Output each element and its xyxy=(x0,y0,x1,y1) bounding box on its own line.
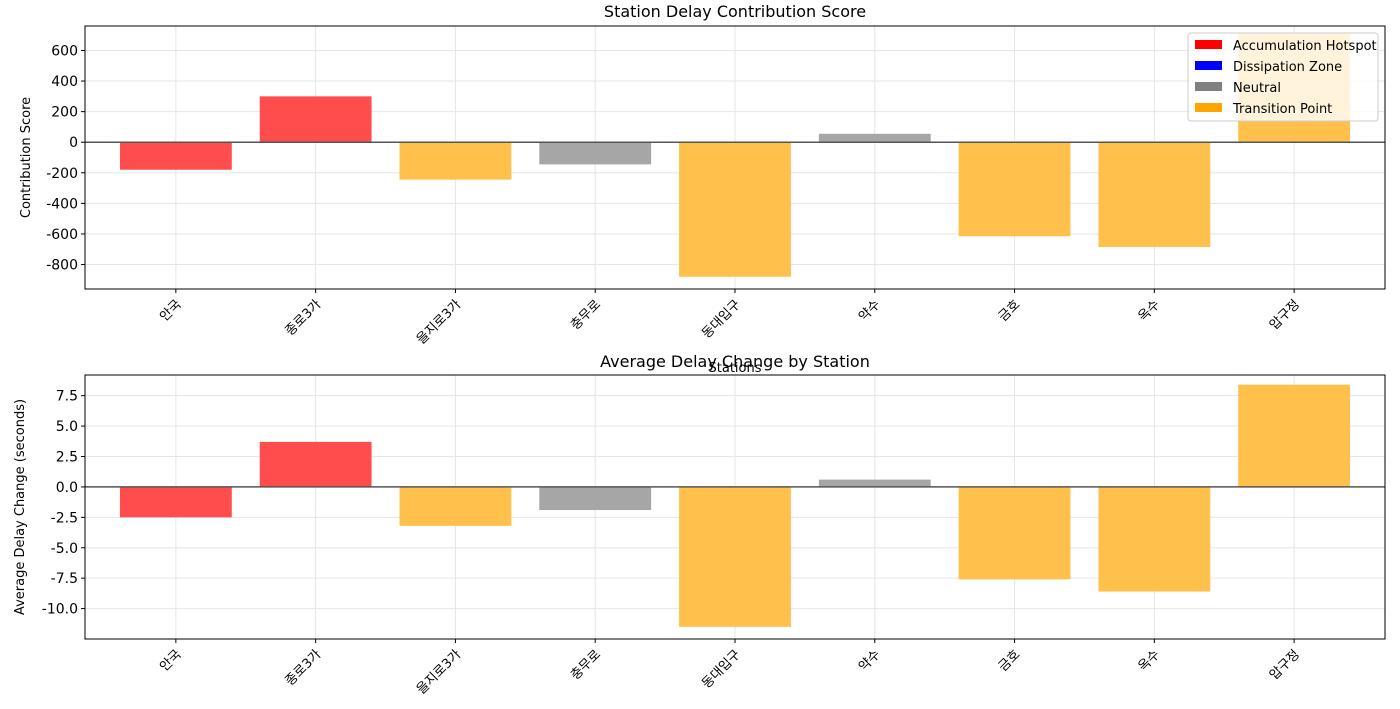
bar-7 xyxy=(958,142,1071,237)
legend-swatch xyxy=(1195,82,1222,91)
chart-panel-1: 600 400 200 0 -200 -400 -600 -800 안국 종로3가 을지로3가 충무로… xyxy=(19,2,1386,376)
x-tick-label: 약수 xyxy=(856,297,884,325)
bar-8 xyxy=(1098,486,1211,592)
y-tick-label: 200 xyxy=(51,105,78,121)
bar-5 xyxy=(679,486,791,627)
y-tick-label: -400 xyxy=(46,196,78,212)
x-tick-label: 옥수 xyxy=(1136,647,1164,675)
bar-9 xyxy=(1238,384,1351,487)
legend-label: Dissipation Zone xyxy=(1233,60,1342,75)
y-tick-label: -7.5 xyxy=(51,571,78,587)
legend-label: Transition Point xyxy=(1232,102,1332,117)
y-tick-label: 0 xyxy=(69,135,78,151)
legend-label: Neutral xyxy=(1233,81,1281,96)
y-tick-label: 600 xyxy=(51,43,78,59)
x-tick-label: 약수 xyxy=(856,647,884,675)
bar-4 xyxy=(539,142,652,165)
bar-4 xyxy=(539,486,652,511)
x-axis-label: Stations xyxy=(709,361,762,376)
bar-6 xyxy=(818,133,931,143)
bar-5 xyxy=(679,142,791,277)
bar-1 xyxy=(119,142,232,170)
y-tick-label: 2.5 xyxy=(56,450,78,466)
bar-3 xyxy=(399,142,512,180)
x-tick-label: 압구정 xyxy=(1267,647,1303,683)
bar-1 xyxy=(119,486,232,518)
chart-panel-2: 7.5 5.0 2.5 0.0 -2.5 -5.0 -7.5 -10.0 안국 종로3가 을지로3가… xyxy=(13,352,1386,698)
x-tick-label: 압구정 xyxy=(1267,297,1303,333)
y-axis-label: Contribution Score xyxy=(19,97,34,218)
y-tick-label: -5.0 xyxy=(51,541,78,557)
legend-swatch xyxy=(1195,40,1222,49)
y-tick-label: 5.0 xyxy=(56,419,78,435)
y-axis-label: Average Delay Change (seconds) xyxy=(13,399,28,615)
y-tick-label: -800 xyxy=(46,258,78,274)
bar-6 xyxy=(818,479,931,487)
legend: Accumulation Hotspot Dissipation Zone Neut… xyxy=(1187,32,1379,122)
chart-title: Average Delay Change by Station xyxy=(600,352,870,371)
bar-2 xyxy=(259,96,372,143)
x-tick-label: 충무로 xyxy=(568,647,604,683)
chart-title: Station Delay Contribution Score xyxy=(604,2,866,21)
x-tick-label: 동대입구 xyxy=(699,297,743,341)
x-tick-label: 안국 xyxy=(157,297,185,325)
bar-7 xyxy=(958,486,1071,580)
y-tick-label: 0.0 xyxy=(56,480,78,496)
x-tick-label: 종로3가 xyxy=(283,297,325,339)
y-tick-label: -2.5 xyxy=(51,510,78,526)
y-tick-label: -200 xyxy=(46,166,78,182)
legend-label: Accumulation Hotspot xyxy=(1233,39,1377,54)
x-tick-label: 금호 xyxy=(996,297,1024,325)
legend-box xyxy=(1187,32,1379,122)
x-tick-label: 옥수 xyxy=(1136,297,1164,325)
x-tick-label: 안국 xyxy=(157,647,185,675)
x-tick-label: 충무로 xyxy=(568,297,604,333)
legend-swatch xyxy=(1195,103,1222,112)
x-tick-label: 을지로3가 xyxy=(414,297,464,347)
bar-8 xyxy=(1098,142,1211,247)
x-tick-label: 을지로3가 xyxy=(414,647,464,697)
x-tick-label: 금호 xyxy=(996,647,1024,675)
y-tick-label: -600 xyxy=(46,227,78,243)
x-tick-label: 동대입구 xyxy=(699,647,743,691)
x-tick-label: 종로3가 xyxy=(283,647,325,689)
y-tick-label: -10.0 xyxy=(42,602,78,618)
legend-swatch xyxy=(1195,61,1222,70)
y-tick-label: 400 xyxy=(51,74,78,90)
bar-3 xyxy=(399,486,512,526)
y-tick-label: 7.5 xyxy=(56,389,78,405)
bar-2 xyxy=(259,441,372,487)
